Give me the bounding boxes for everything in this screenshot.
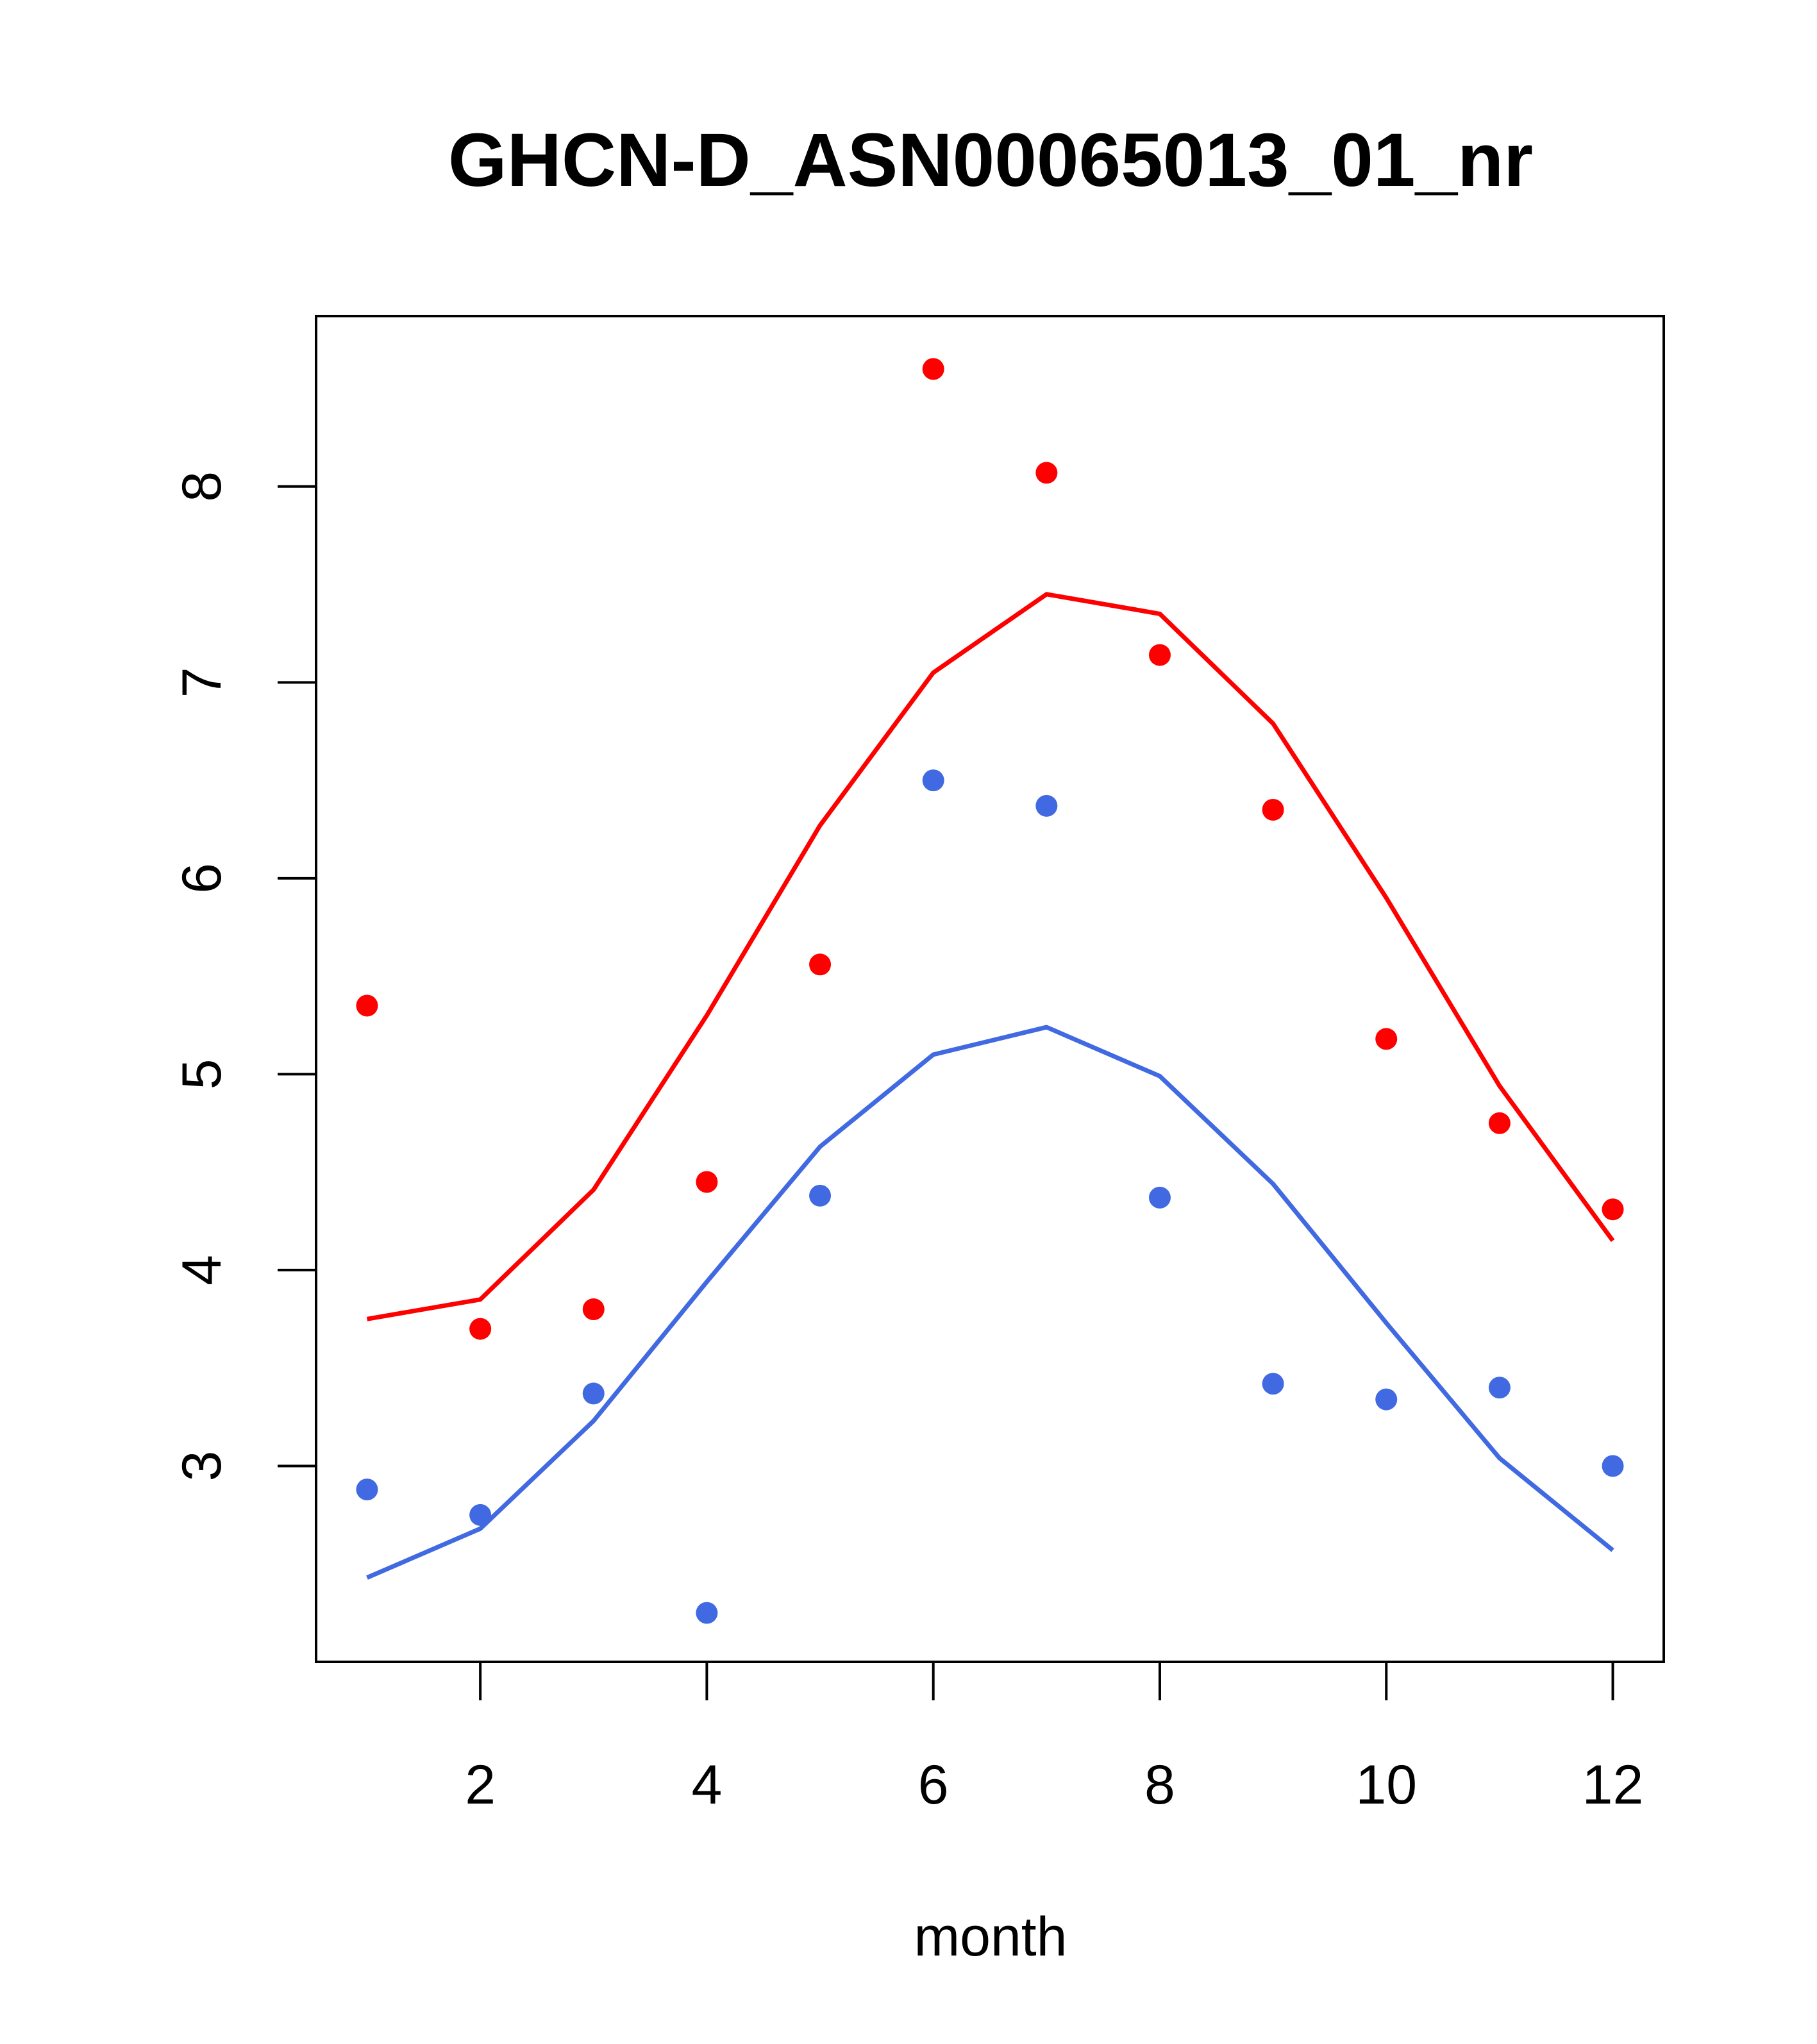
y-axis: 3 4 5 6 7 8 xyxy=(171,471,316,1482)
series-2-point xyxy=(1035,794,1058,817)
series-2-point xyxy=(1488,1377,1511,1399)
series-1-point xyxy=(1375,1028,1398,1050)
series-1-point xyxy=(469,1318,492,1340)
series-2-point xyxy=(922,769,944,792)
series-1-point xyxy=(356,994,378,1017)
x-tick-label: 12 xyxy=(1582,1754,1644,1816)
series-2-point xyxy=(696,1602,718,1624)
series-1-point xyxy=(1148,644,1171,666)
x-tick-label: 2 xyxy=(465,1754,496,1816)
series-2-point xyxy=(1602,1455,1624,1477)
series-2-point xyxy=(1375,1388,1398,1411)
series-2-point xyxy=(356,1479,378,1501)
x-tick-label: 4 xyxy=(691,1754,722,1816)
series-2-point xyxy=(469,1504,492,1526)
series-1-point xyxy=(1035,462,1058,484)
series-layer xyxy=(356,358,1624,1624)
y-tick-label: 8 xyxy=(171,471,233,502)
y-tick-label: 3 xyxy=(171,1451,233,1482)
y-tick-label: 4 xyxy=(171,1255,233,1286)
series-2-point xyxy=(1262,1373,1284,1395)
y-tick-label: 7 xyxy=(171,667,233,698)
series-1-point xyxy=(1262,798,1284,821)
series-1-point xyxy=(1602,1198,1624,1221)
series-2-point xyxy=(1148,1186,1171,1209)
plot-frame xyxy=(315,315,1665,1663)
x-tick-label: 10 xyxy=(1355,1754,1417,1816)
x-tick-label: 8 xyxy=(1144,1754,1175,1816)
x-tick-label: 6 xyxy=(918,1754,949,1816)
series-1-line xyxy=(366,592,1615,1321)
chart-title: GHCN-D_ASN00065013_01_nr xyxy=(448,118,1533,203)
series-2-point xyxy=(582,1382,605,1405)
x-axis: 2 4 6 8 10 12 xyxy=(465,1662,1643,1816)
series-1-point xyxy=(922,358,944,380)
series-2-line xyxy=(366,1025,1614,1580)
series-1-point xyxy=(1488,1112,1511,1134)
series-1-point xyxy=(696,1171,718,1193)
series-2-point xyxy=(809,1184,832,1207)
y-tick-label: 5 xyxy=(171,1059,233,1089)
series-1-point xyxy=(582,1298,605,1321)
series-1-point xyxy=(809,953,832,976)
x-axis-label: month xyxy=(914,1906,1067,1968)
y-tick-label: 6 xyxy=(171,863,233,894)
